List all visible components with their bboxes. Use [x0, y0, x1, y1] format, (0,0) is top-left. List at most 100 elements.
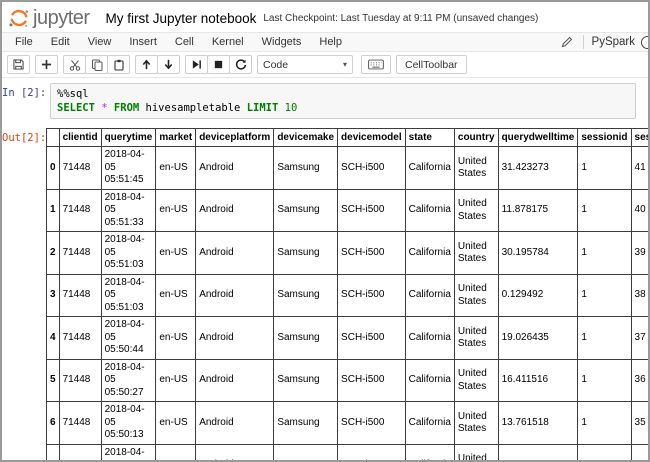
table-cell: 13.761518 [497, 401, 579, 445]
arrow-up-icon [142, 59, 151, 70]
table-cell: 1 [577, 443, 632, 460]
table-cell: Android [195, 358, 275, 403]
table-cell: Samsung [273, 273, 339, 318]
checkpoint-status: Last Checkpoint: Last Tuesday at 9:11 PM… [263, 12, 539, 24]
table-cell: en-US [155, 188, 197, 233]
cut-cells-button[interactable] [63, 55, 86, 74]
jupyter-wordmark: jupyter [33, 6, 90, 29]
column-header: deviceplatform [195, 128, 275, 148]
table-cell: Android [195, 146, 275, 190]
code-token: hivesampletable [139, 102, 247, 115]
column-header: devicemake [273, 128, 339, 148]
table-cell: Android [195, 231, 275, 275]
table-cell: 2018-04-05 05:50:04 [100, 443, 157, 460]
row-index-cell: 1 [46, 188, 60, 233]
menu-bar: File Edit View Insert Cell Kernel Widgets Help … [2, 32, 648, 52]
table-cell: 39 [630, 231, 648, 275]
arrow-down-icon [164, 59, 173, 70]
menu-item-file[interactable]: File [15, 36, 33, 48]
table-cell: SCH-i500 [337, 231, 406, 275]
save-button[interactable] [7, 55, 30, 74]
table-cell: Samsung [273, 188, 339, 233]
column-header: querydwelltime [497, 128, 579, 148]
menu-item-insert[interactable]: Insert [129, 36, 157, 48]
table-cell: 71448 [58, 188, 102, 233]
menu-item-edit[interactable]: Edit [50, 36, 70, 48]
table-cell: 71448 [58, 358, 102, 403]
jupyter-logo[interactable]: jupyter [8, 7, 90, 30]
table-cell: California [404, 316, 455, 360]
plus-icon [41, 59, 52, 70]
menu-item-help[interactable]: Help [319, 36, 342, 48]
table-cell: California [404, 273, 455, 318]
column-header: sessionpagevieworder [630, 128, 648, 148]
restart-kernel-button[interactable] [229, 55, 252, 74]
code-cell[interactable]: In [2]: %%sql SELECT * FROM hivesampletab… [2, 83, 642, 120]
pencil-icon [561, 36, 572, 48]
table-header-row: clientid querytime market deviceplatform dev… [46, 128, 648, 148]
menu-items: File Edit View Insert Cell Kernel Widgets Help [6, 33, 351, 51]
table-cell: United States [453, 443, 499, 460]
menu-item-cell[interactable]: Cell [174, 36, 194, 48]
menu-item-widgets[interactable]: Widgets [261, 36, 302, 48]
table-cell: en-US [155, 443, 197, 460]
command-palette-button[interactable] [361, 55, 391, 74]
keyboard-icon [368, 59, 384, 70]
cell-type-value: Code [263, 58, 289, 71]
cell-type-dropdown[interactable]: Code ▾ [257, 55, 353, 74]
notebook-area: In [2]: %%sql SELECT * FROM hivesampletab… [2, 78, 648, 460]
table-row: 4 71448 2018-04-05 05:50:44 en-US Android Sam… [46, 316, 648, 360]
paste-cells-button[interactable] [107, 55, 130, 74]
jupyter-planet-icon [9, 9, 29, 27]
table-cell: California [404, 188, 455, 233]
run-cell-button[interactable] [185, 55, 208, 74]
menu-item-kernel[interactable]: Kernel [211, 36, 244, 48]
table-cell: SCH-i500 [337, 358, 406, 403]
dataframe-table: clientid querytime market deviceplatform dev… [46, 128, 648, 460]
move-cell-down-button[interactable] [157, 55, 180, 74]
kernel-name-label: PySpark [591, 36, 635, 48]
menu-item-view[interactable]: View [87, 36, 112, 48]
notebook-header: jupyter My first Jupyter notebook Last C… [2, 2, 648, 32]
row-index-cell: 6 [46, 401, 60, 445]
code-token: SELECT [57, 102, 95, 115]
table-cell: California [404, 358, 455, 403]
add-cell-button[interactable] [35, 55, 58, 74]
table-cell: 71448 [58, 443, 102, 460]
table-cell: SCH-i500 [337, 316, 406, 360]
input-prompt: In [2]: [2, 87, 47, 99]
table-cell: 11.878175 [497, 188, 579, 233]
output-cell: Out[2]: clientid querytime market devicepla… [2, 128, 648, 460]
table-row: 7714482018-04-05 05:50:04en-USAndroidSam… [46, 443, 648, 460]
table-cell: 35 [630, 401, 648, 445]
table-cell: Samsung [273, 146, 339, 190]
table-cell: 1 [577, 188, 632, 233]
table-cell: en-US [155, 316, 197, 360]
code-line: SELECT * FROM hivesampletable LIMIT 10 [57, 101, 629, 115]
paste-icon [113, 59, 124, 71]
scissors-icon [69, 59, 80, 71]
restart-icon [235, 58, 246, 70]
table-cell: 1 [577, 316, 632, 360]
copy-cells-button[interactable] [85, 55, 108, 74]
column-header: devicemodel [337, 128, 406, 148]
code-token: 10 [284, 102, 298, 115]
move-cell-up-button[interactable] [135, 55, 158, 74]
table-cell: 71448 [58, 401, 102, 445]
table-cell: United States [453, 273, 499, 318]
cell-toolbar-button[interactable]: CellToolbar [396, 55, 467, 74]
table-cell: SCH-i500 [337, 188, 406, 233]
interrupt-kernel-button[interactable] [207, 55, 230, 74]
table-cell: 37 [630, 316, 648, 360]
code-input-area[interactable]: %%sql SELECT * FROM hivesampletable LIMIT… [50, 83, 636, 120]
table-row: 3 71448 2018-04-05 05:51:03 en-US Android Sam… [46, 273, 648, 318]
table-cell: Android [195, 443, 275, 460]
kernel-idle-icon [641, 35, 648, 49]
table-cell: Android [195, 273, 275, 318]
table-cell: 1 [577, 273, 632, 318]
table-cell: SCH-i500 [337, 443, 406, 460]
table-cell: 1 [577, 358, 632, 403]
notebook-title[interactable]: My first Jupyter notebook [105, 10, 257, 26]
table-cell: Samsung [273, 443, 339, 460]
table-row: 0 71448 2018-04-05 05:51:45 en-US Android Sam… [46, 146, 648, 190]
